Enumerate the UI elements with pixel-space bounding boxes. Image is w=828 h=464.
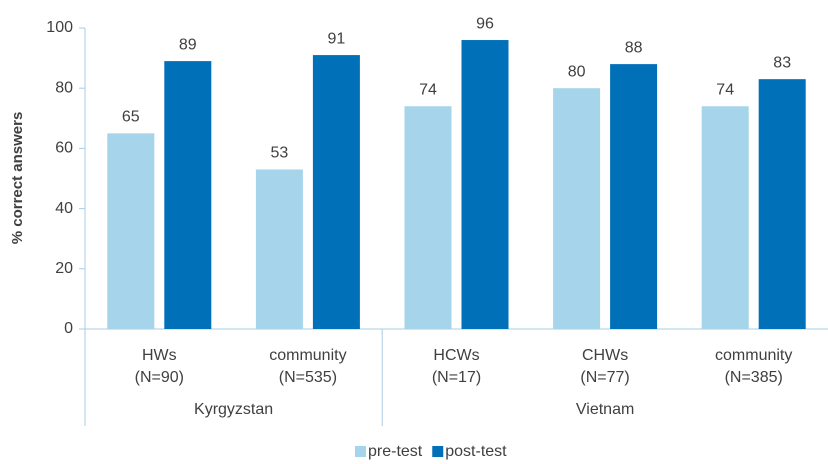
y-tick-label: 0 <box>64 320 73 337</box>
legend-swatch <box>355 446 366 457</box>
y-axis-title: % correct answers <box>9 112 26 245</box>
data-label: 83 <box>773 54 791 71</box>
x-tick-label: HWs <box>142 347 177 364</box>
y-tick-label: 60 <box>55 140 73 157</box>
bar <box>404 106 452 329</box>
bar <box>461 40 509 329</box>
x-tick-label: (N=385) <box>725 369 783 386</box>
x-tick-label: HCWs <box>433 347 479 364</box>
bar <box>312 55 360 330</box>
x-tick-label: (N=535) <box>279 369 337 386</box>
group-label: Vietnam <box>576 401 634 418</box>
bar <box>164 61 212 330</box>
y-tick-label: 40 <box>55 200 73 217</box>
x-tick-label: CHWs <box>582 347 628 364</box>
bar <box>610 64 658 330</box>
data-label: 65 <box>122 109 140 126</box>
bar <box>701 106 749 329</box>
bar <box>758 79 806 329</box>
data-label: 91 <box>328 30 346 47</box>
bar <box>553 88 601 329</box>
bar <box>255 169 303 329</box>
y-tick-label: 80 <box>55 79 73 96</box>
y-tick-label: 20 <box>55 260 73 277</box>
x-tick-label: community <box>269 347 346 364</box>
y-tick-label: 100 <box>46 19 73 36</box>
legend-label: post-test <box>445 443 507 460</box>
bar <box>107 133 155 329</box>
legend-label: pre-test <box>368 443 423 460</box>
data-label: 74 <box>419 81 437 98</box>
group-label: Kyrgyzstan <box>194 401 273 418</box>
legend-swatch <box>432 446 444 457</box>
data-label: 74 <box>716 81 734 98</box>
x-tick-label: (N=90) <box>135 369 184 386</box>
x-tick-label: community <box>715 347 792 364</box>
x-tick-label: (N=17) <box>432 369 481 386</box>
data-label: 53 <box>271 145 289 162</box>
data-label: 96 <box>476 15 494 32</box>
data-label: 80 <box>568 63 586 80</box>
x-tick-label: (N=77) <box>580 369 629 386</box>
data-label: 89 <box>179 36 197 53</box>
data-label: 88 <box>625 39 643 56</box>
